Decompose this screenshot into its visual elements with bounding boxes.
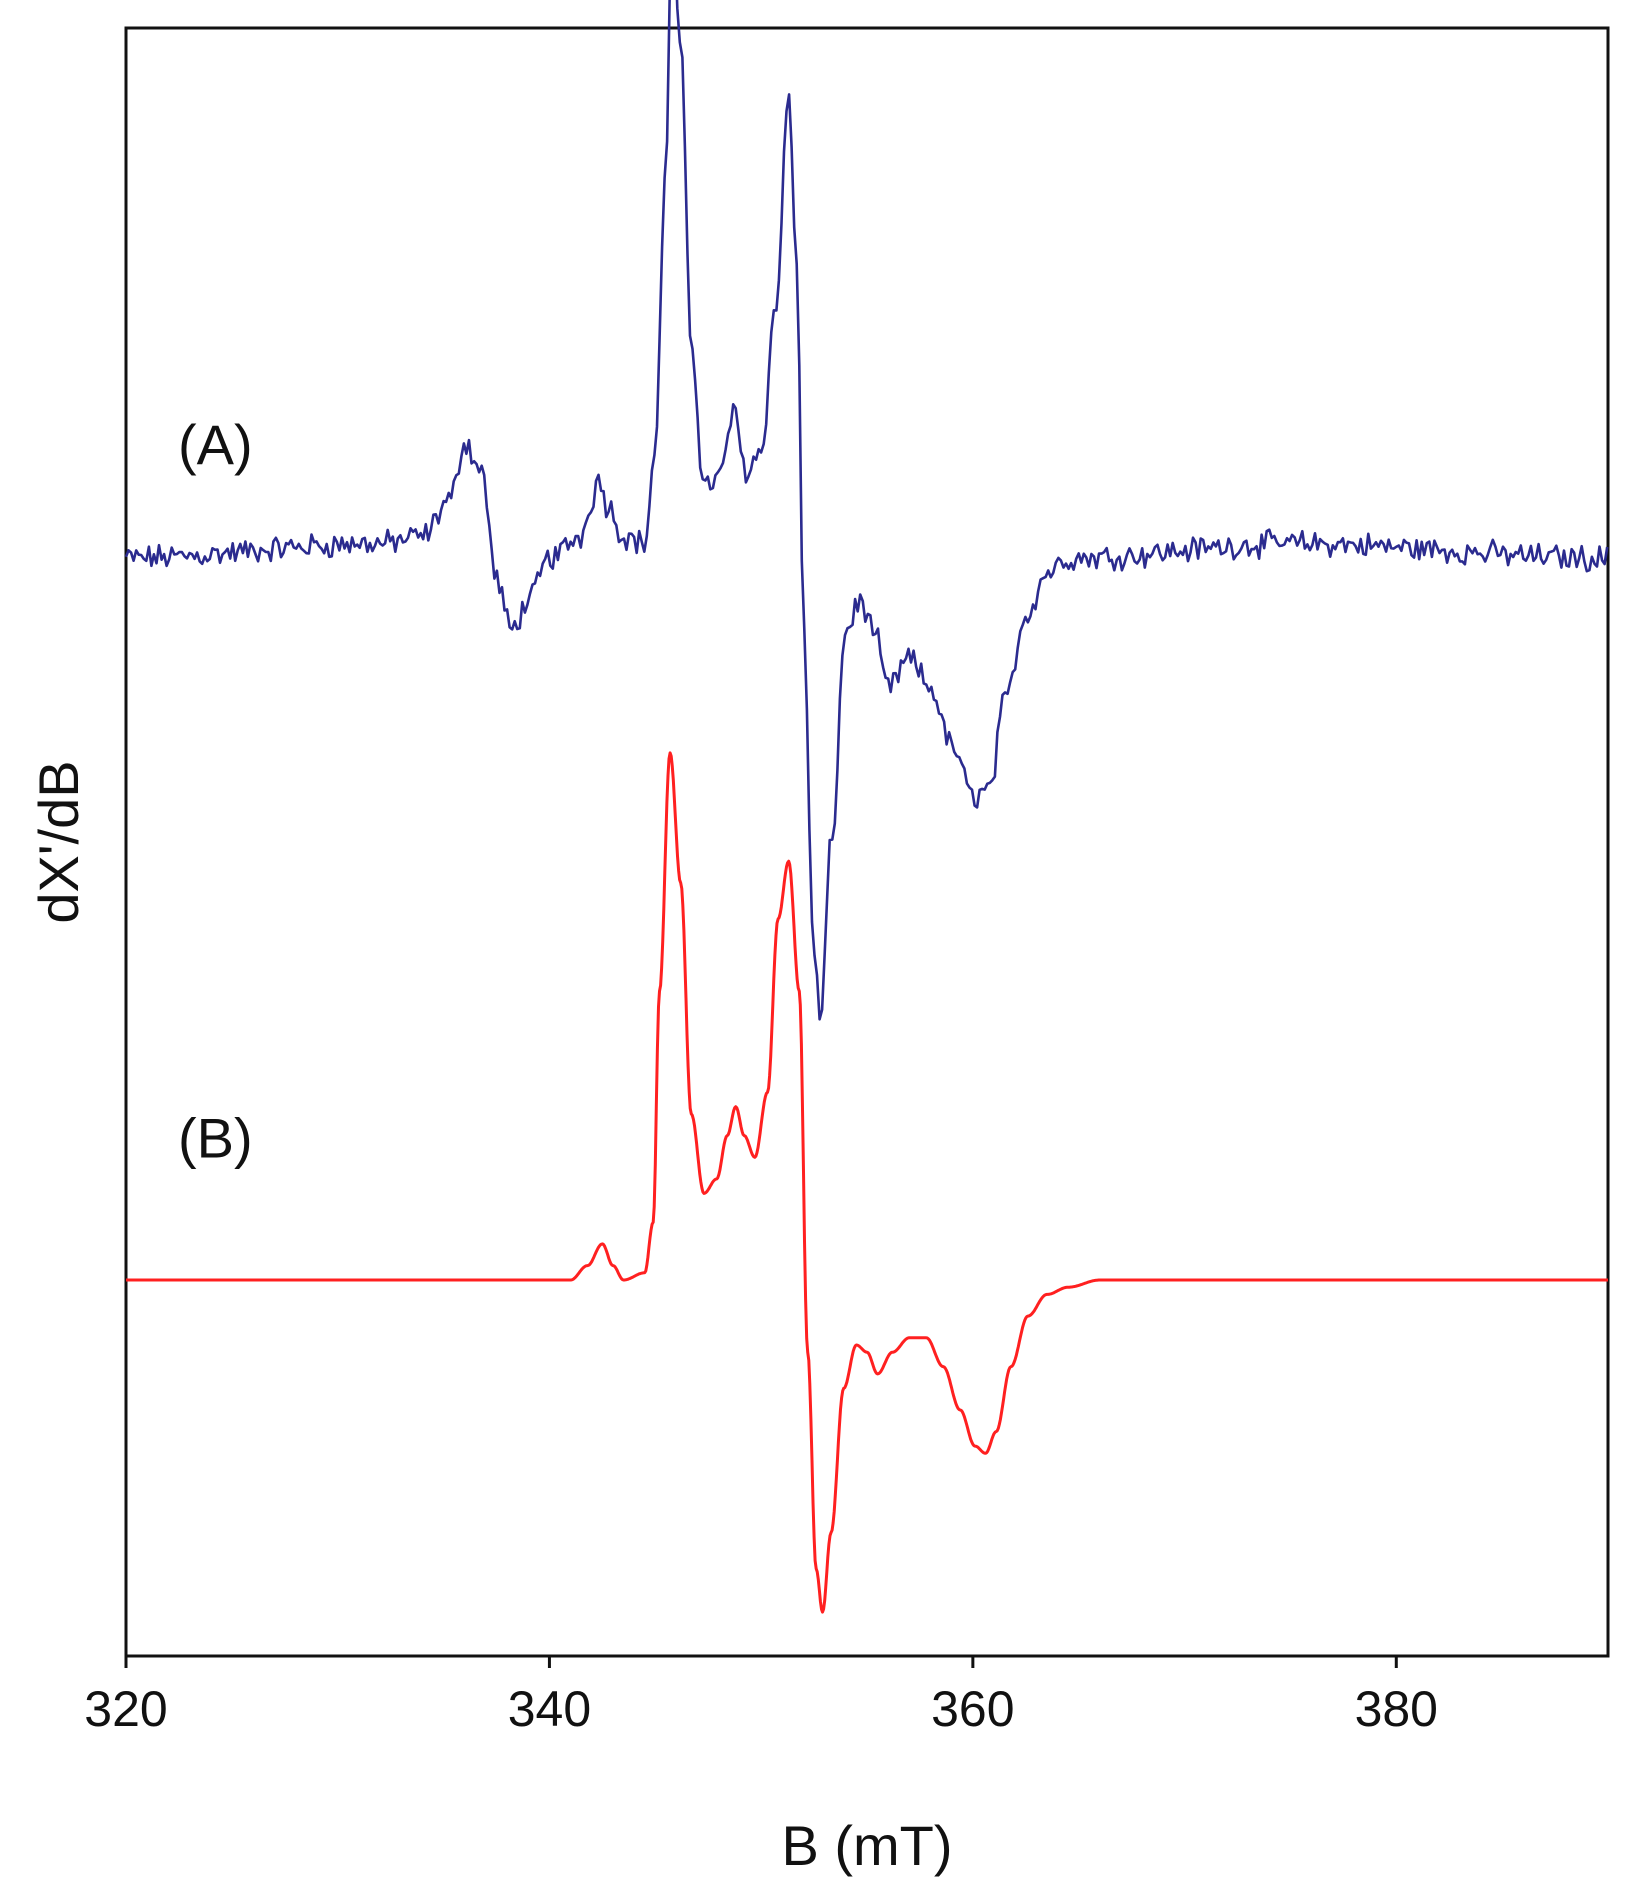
series-line-b (125, 751, 1609, 1614)
plot-area (124, 26, 1610, 1658)
plot-frame (124, 26, 1610, 1658)
series-label-b: (B) (178, 1106, 253, 1169)
x-tick-label: 380 (1355, 1681, 1438, 1737)
x-axis-title: B (mT) (781, 1814, 952, 1877)
x-axis: 320 340 360 380 (84, 1656, 1438, 1737)
x-tick-label: 360 (931, 1681, 1014, 1737)
series-label-a: (A) (178, 413, 253, 476)
y-axis-title: dX'/dB (27, 760, 90, 923)
x-tick-label: 340 (508, 1681, 591, 1737)
series-line-a (124, 0, 1609, 1021)
x-tick-label: 320 (84, 1681, 167, 1737)
series-layer (124, 0, 1609, 1614)
labels-layer: B (mT) dX'/dB (A) (B) (27, 413, 953, 1877)
